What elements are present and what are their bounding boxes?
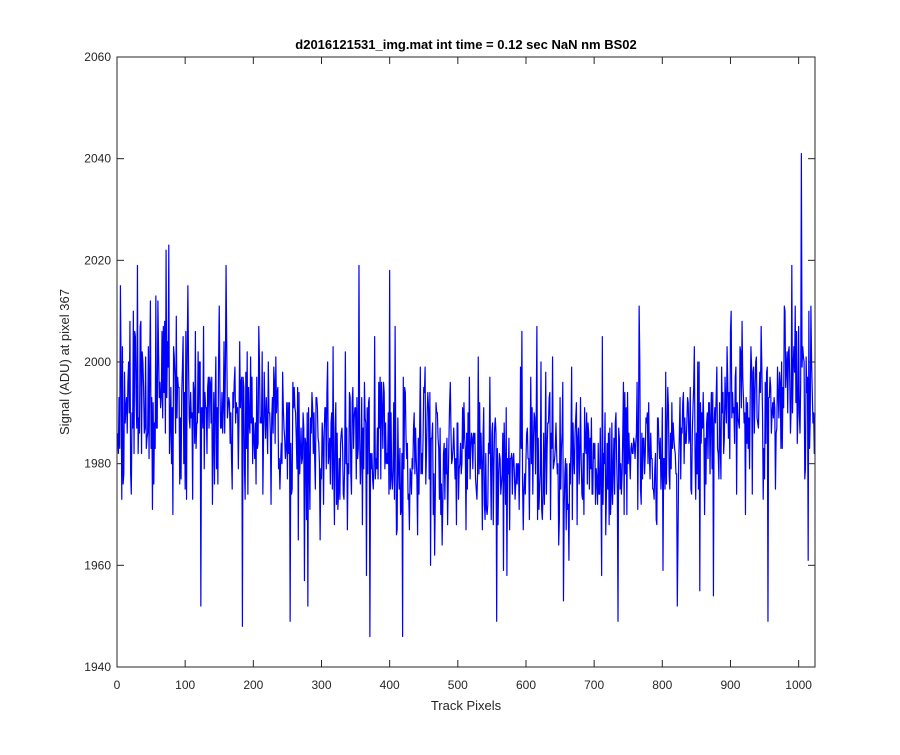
x-tick-label: 200 (243, 678, 263, 692)
x-tick-label: 300 (311, 678, 331, 692)
y-tick-label: 2020 (84, 253, 111, 267)
y-axis-label: Signal (ADU) at pixel 367 (57, 289, 72, 435)
x-tick-label: 900 (720, 678, 740, 692)
y-tick-label: 1960 (84, 558, 111, 572)
x-tick-label: 400 (380, 678, 400, 692)
y-ticks: 1940 1960 1980 2000 2020 2040 2060 (84, 50, 815, 674)
chart-title: d2016121531_img.mat int time = 0.12 sec … (295, 37, 636, 52)
x-tick-label: 0 (114, 678, 121, 692)
x-axis-label: Track Pixels (431, 698, 502, 713)
x-ticks: 0 100 200 300 400 500 600 700 800 900 1000 (114, 57, 812, 692)
data-layer (117, 152, 816, 638)
y-tick-label: 2060 (84, 50, 111, 64)
y-tick-label: 1980 (84, 457, 111, 471)
y-tick-label: 1940 (84, 660, 111, 674)
x-tick-label: 600 (516, 678, 536, 692)
plot-area (117, 57, 815, 667)
x-tick-label: 500 (448, 678, 468, 692)
y-tick-label: 2040 (84, 152, 111, 166)
signal-series-line (117, 152, 816, 638)
y-tick-label: 2000 (84, 355, 111, 369)
x-tick-label: 100 (175, 678, 195, 692)
x-tick-label: 800 (652, 678, 672, 692)
x-tick-label: 1000 (785, 678, 812, 692)
x-tick-label: 700 (584, 678, 604, 692)
